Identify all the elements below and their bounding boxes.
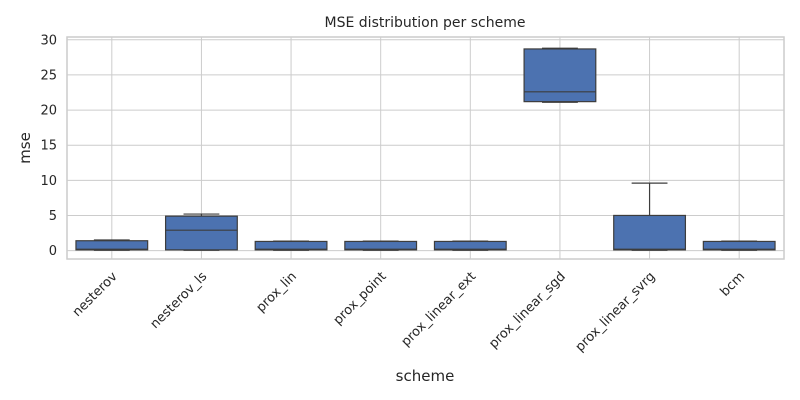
box-nesterov_ls [164, 215, 238, 251]
x-tick-label: prox_linear_svrg [573, 269, 659, 355]
y-tick-label: 15 [40, 139, 57, 154]
box-prox_lin [254, 240, 328, 251]
box-prox_linear_ext [433, 240, 507, 251]
x-tick-label: prox_linear_ext [399, 269, 480, 350]
y-tick-label: 30 [40, 33, 57, 48]
x-tick-label: prox_linear_sgd [486, 269, 568, 351]
y-tick-label: 25 [40, 68, 57, 83]
plot-area: 0 5 10 15 20 25 30 nesterov nesterov_ls prox_lin p… [40, 33, 785, 355]
y-axis-label: mse [16, 132, 34, 164]
chart-title: MSE distribution per scheme [325, 15, 526, 31]
y-tick-label: 20 [40, 104, 57, 119]
box-bcm [702, 240, 776, 251]
x-tick-label: prox_point [331, 269, 390, 328]
box-nesterov [75, 240, 149, 251]
plot-frame [66, 36, 785, 260]
x-axis-label: scheme [396, 367, 455, 385]
box-prox_point [344, 240, 418, 251]
box-prox_linear_sgd [523, 48, 597, 103]
y-tick-label: 0 [49, 244, 57, 259]
box-prox_linear_svrg [613, 214, 687, 251]
y-tick-label: 10 [40, 174, 57, 189]
x-tick-label: prox_lin [254, 269, 300, 315]
y-tick-label: 5 [49, 209, 57, 224]
x-tick-label: nesterov [70, 269, 121, 320]
x-tick-label: nesterov_ls [148, 269, 211, 332]
x-tick-label: bcm [718, 269, 748, 299]
